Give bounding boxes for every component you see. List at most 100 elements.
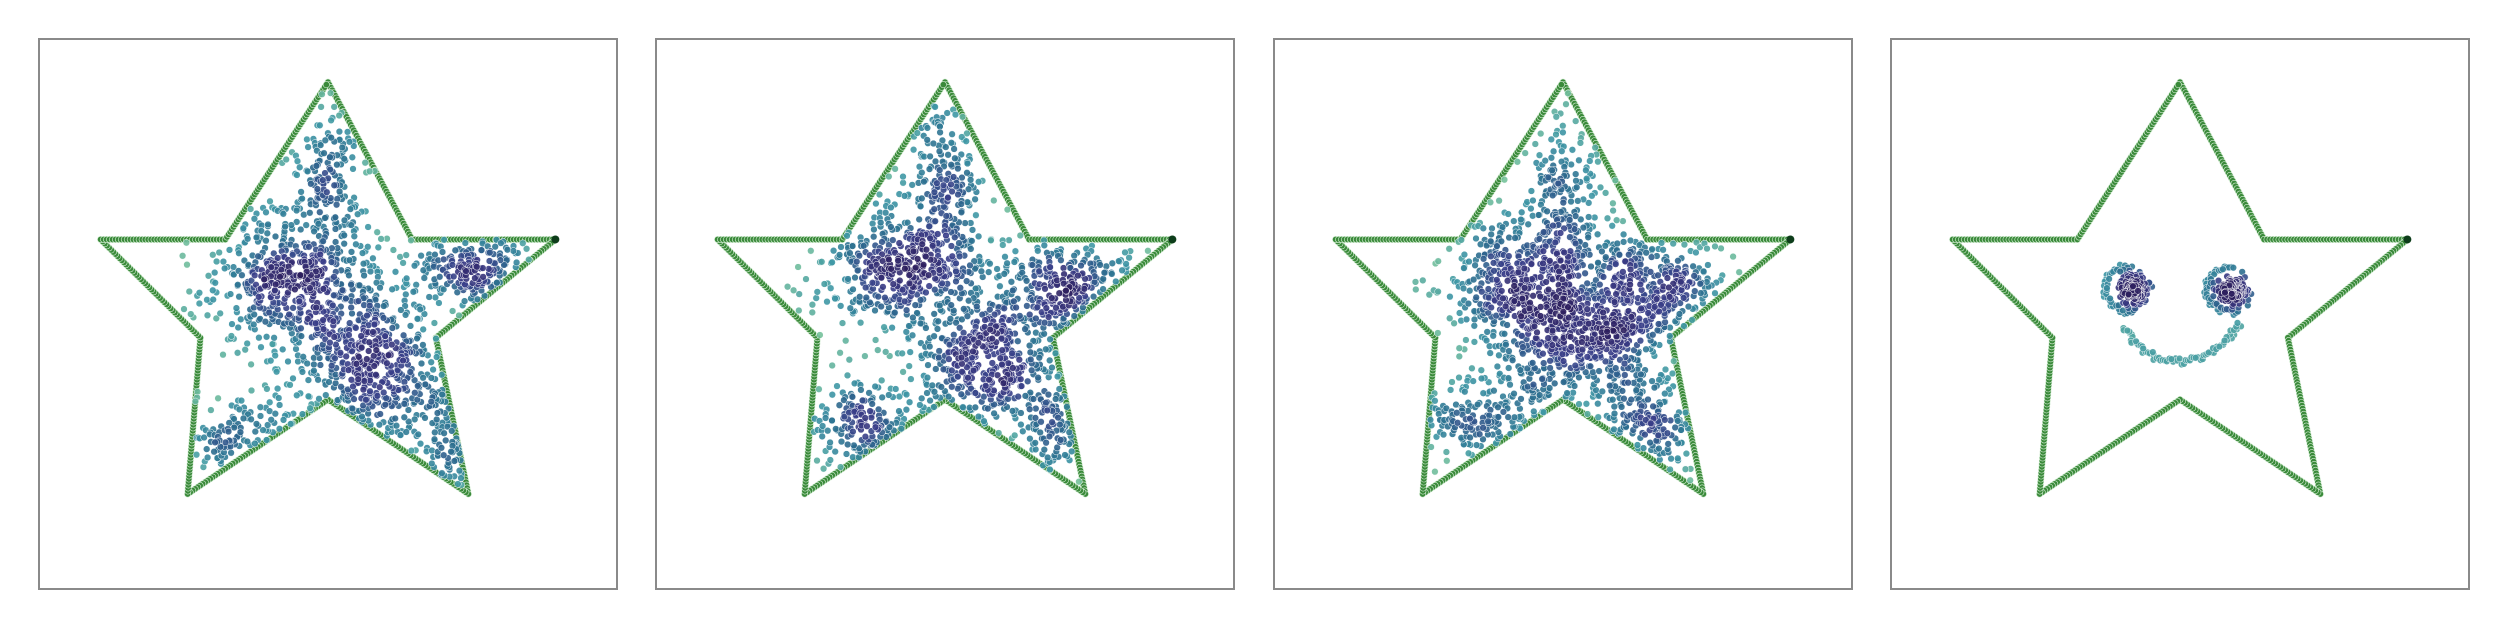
scatter-point [1591,143,1599,152]
scatter-point [203,311,212,319]
scatter-point [448,307,457,315]
scatter-point [868,219,877,228]
scatter-point [318,90,326,98]
scatter-point [437,444,446,452]
scatter-point [885,423,894,431]
scatter-point [304,392,313,400]
scatter-point [891,165,899,173]
scatter-point [1681,408,1690,417]
scatter-point [958,368,966,376]
scatter-point [345,256,354,264]
scatter-point [861,352,869,360]
scatter-point [818,258,826,266]
scatter-point [335,187,344,196]
scatter-point [451,246,459,254]
scatter-point [947,161,955,169]
scatter-point [439,285,448,294]
scatter-point [1562,100,1570,108]
scatter-point [1609,206,1617,215]
scatter-point [998,346,1006,354]
scatter-point [352,324,360,332]
scatter-point [448,261,457,269]
scatter-point [1495,351,1503,359]
scatter-point [948,366,956,375]
scatter-point [944,151,952,159]
scatter-point [345,138,354,146]
scatter-point [235,405,244,414]
scatter-point [410,376,419,384]
scatter-point [365,338,373,346]
scatter-point [931,217,939,225]
scatter-point [1010,297,1018,305]
scatter-point [330,273,338,281]
scatter-point [364,243,372,251]
scatter-point [477,246,486,254]
scatter-point [293,157,302,165]
scatter-point [1037,418,1045,426]
scatter-point [227,449,235,457]
scatter-point [821,414,830,422]
scatter-point [935,147,944,155]
scatter-point [808,308,816,317]
scatter-point [1012,303,1020,312]
scatter-point [365,347,373,355]
scatter-point [832,425,840,433]
scatter-point [1008,349,1016,357]
scatter-point [922,246,931,254]
scatter-point [407,236,415,244]
scatter-point [926,342,934,351]
scatter-point [352,360,361,368]
scatter-point [837,302,845,310]
scatter-point [952,319,960,327]
scatter-point [854,266,862,275]
scatter-point [268,340,277,348]
scatter-point [1099,285,1107,293]
scatter-point [1462,336,1470,344]
scatter-point [267,357,275,365]
scatter-point [303,167,312,175]
sample-points [783,102,1152,486]
scatter-point [1077,261,1085,270]
scatter-point [925,222,933,230]
scatter-point [354,297,363,305]
scatter-point [421,380,429,389]
scatter-point [1419,276,1427,285]
scatter-point [1042,439,1050,447]
scatter-point [244,235,252,243]
scatter-point [1046,356,1054,365]
scatter-point [1603,214,1612,222]
scatter-point [913,129,921,137]
scatter-point [1046,263,1054,271]
scatter-point [1068,447,1076,456]
scatter-point [243,339,251,348]
scatter-point [381,401,389,409]
scatter-point [391,414,399,423]
scatter-point [948,252,956,260]
scatter-point [349,382,357,391]
scatter-point [783,283,792,291]
scatter-point [293,171,301,179]
outline-endpoint [1786,235,1795,244]
scatter-point [913,255,922,263]
scatter-point [1080,285,1088,293]
scatter-point [971,265,979,273]
scatter-point [275,394,283,402]
scatter-point [907,375,915,383]
scatter-point [275,425,284,433]
scatter-point [1619,217,1627,225]
scatter-point [296,271,304,279]
scatter-point [855,252,863,260]
scatter-point [293,218,301,226]
scatter-point [260,275,268,283]
scatter-point [369,328,377,336]
scatter-point [306,284,314,292]
scatter-point [968,226,977,234]
scatter-point [848,393,857,401]
scatter-point [984,404,992,413]
scatter-point [922,252,930,261]
scatter-point [1042,304,1050,312]
scatter-point [990,409,998,418]
scatter-point [279,210,287,218]
scatter-point [935,347,943,355]
